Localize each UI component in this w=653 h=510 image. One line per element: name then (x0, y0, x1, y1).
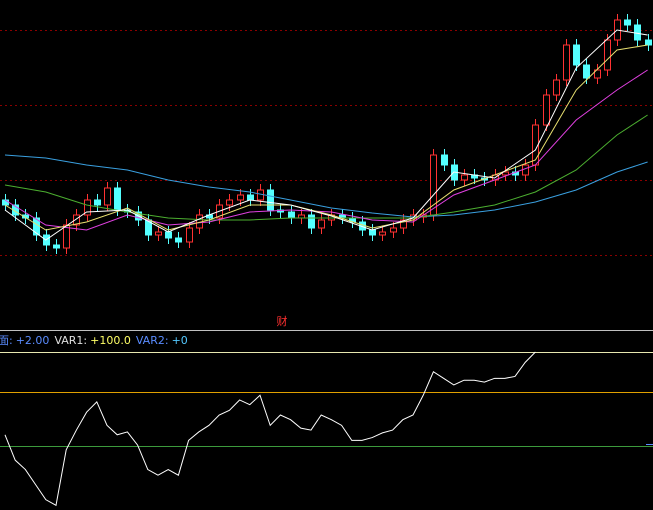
candle-body (114, 187, 121, 211)
candle-body (624, 19, 631, 26)
candle-body (583, 64, 590, 79)
candle-body (502, 171, 509, 176)
candle-body (104, 187, 111, 206)
candle-body (94, 199, 101, 206)
candle-body (522, 164, 529, 176)
ma-line (4, 114, 648, 221)
candle-body (165, 231, 172, 239)
candle-body (84, 199, 91, 216)
candle-body (645, 39, 652, 46)
candle-body (553, 79, 560, 96)
candle-body (247, 194, 254, 201)
ma-line (4, 154, 648, 218)
candle-body (318, 219, 325, 229)
indicator-value: +2.00 (16, 334, 50, 347)
candle-body (369, 229, 376, 236)
candle-body (461, 174, 468, 181)
candle-body (563, 44, 570, 81)
candle-body (543, 94, 550, 126)
candle-body (594, 69, 601, 79)
ma-line (4, 29, 648, 241)
indicator-name: 面: (0, 334, 13, 347)
candle-body (226, 199, 233, 206)
indicator-name: VAR1: (54, 334, 87, 347)
candle-body (175, 237, 182, 243)
candle-body (441, 154, 448, 166)
indicator-value: +0 (172, 334, 188, 347)
candle-body (400, 219, 407, 229)
indicator-name: VAR2: (136, 334, 169, 347)
indicator-curve (4, 351, 536, 507)
event-marker: 财 (277, 314, 288, 328)
ma-line (4, 44, 648, 231)
candle-body (186, 227, 193, 243)
indicator-value: +100.0 (90, 334, 131, 347)
candle-body (390, 227, 397, 233)
candle-body (73, 214, 80, 226)
candle-body (379, 231, 386, 236)
candle-body (604, 39, 611, 71)
candle-body (267, 189, 274, 211)
candle-body (53, 244, 60, 249)
candle-body (288, 211, 295, 219)
candle-body (308, 214, 315, 229)
candle-body (573, 44, 580, 66)
candle-body (237, 194, 244, 201)
ma-line (4, 69, 648, 231)
candle-body (155, 231, 162, 236)
candle-body (63, 224, 70, 249)
